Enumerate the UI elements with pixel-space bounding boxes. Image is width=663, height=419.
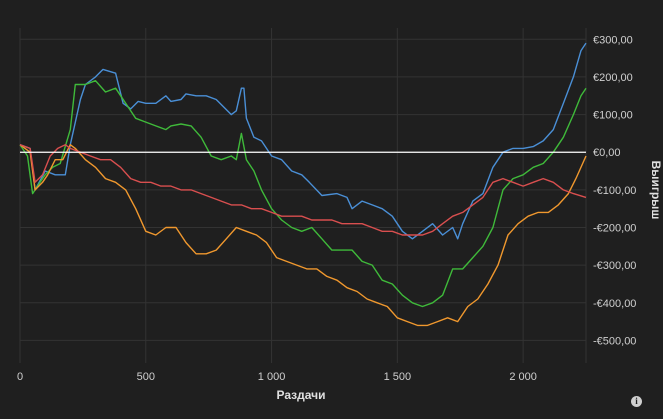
y-tick-label: -€400,00 xyxy=(593,298,636,310)
series-line-2 xyxy=(19,80,587,308)
y-tick-label: €200,00 xyxy=(593,72,633,84)
x-tick-label: 1 500 xyxy=(384,371,412,383)
series-lines xyxy=(19,42,587,327)
info-icon[interactable]: i xyxy=(631,396,642,407)
y-axis-ticks: €300,00 €200,00 €100,00 €0,00 -€100,00 -€200,… xyxy=(593,34,636,347)
y-tick-label: -€100,00 xyxy=(593,185,636,197)
series-line-4 xyxy=(19,144,587,236)
y-tick-label: -€200,00 xyxy=(593,222,636,234)
y-tick-label: -€500,00 xyxy=(593,335,636,347)
series-line-1 xyxy=(19,42,587,240)
x-axis-ticks: 0 500 1 000 1 500 2 000 xyxy=(17,371,537,383)
y-tick-label: -€300,00 xyxy=(593,260,636,272)
x-tick-label: 500 xyxy=(137,371,155,383)
y-tick-label: €0,00 xyxy=(593,147,621,159)
y-tick-label: €100,00 xyxy=(593,110,633,122)
x-tick-label: 2 000 xyxy=(509,371,537,383)
y-axis-title: Выигрыш xyxy=(649,161,663,220)
y-tick-label: €300,00 xyxy=(593,34,633,46)
x-tick-label: 1 000 xyxy=(258,371,286,383)
x-tick-label: 0 xyxy=(17,371,23,383)
x-axis-title: Раздачи xyxy=(277,388,326,402)
series-line-3 xyxy=(19,144,587,327)
